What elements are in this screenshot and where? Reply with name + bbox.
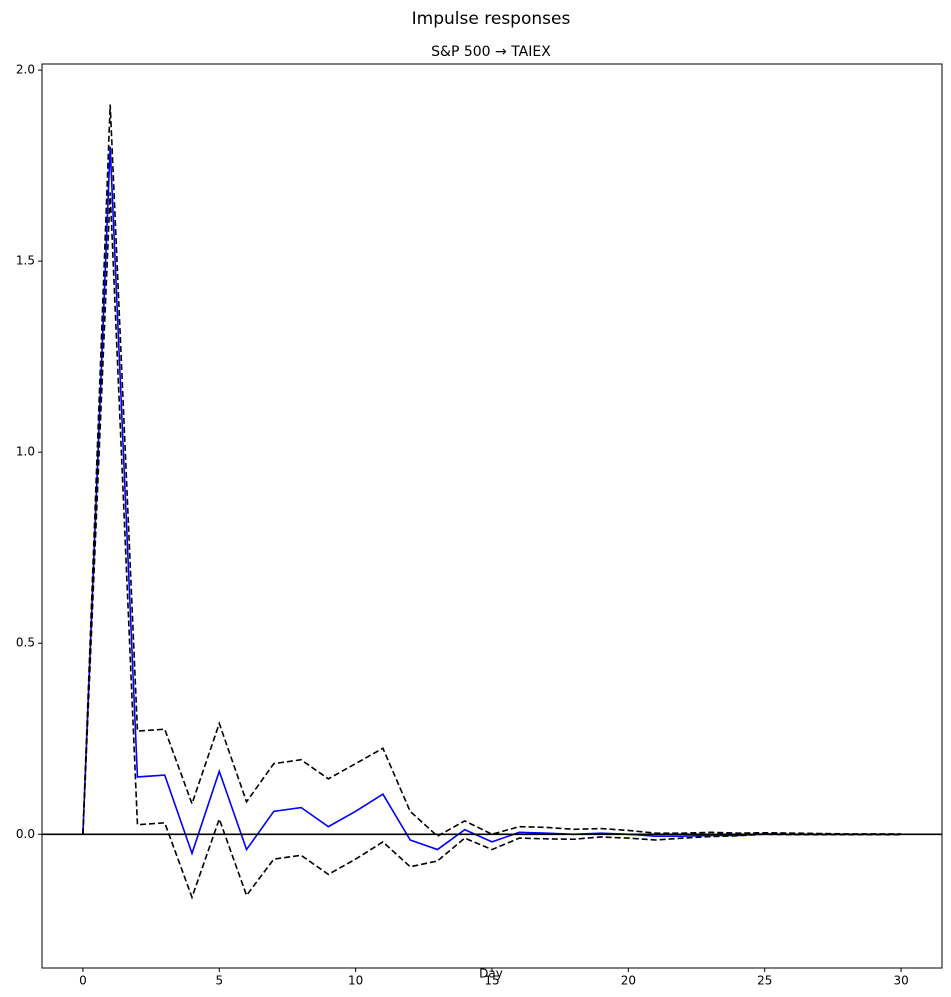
x-tick-label: 30 (893, 974, 908, 988)
x-tick-label: 10 (348, 974, 363, 988)
y-tick-label: 0.5 (16, 636, 35, 650)
series-line (82, 146, 902, 856)
y-tick-label: 0.0 (16, 827, 35, 841)
y-tick-label: 2.0 (16, 63, 35, 77)
chart-subtitle: S&P 500 → TAIEX (431, 44, 551, 60)
y-tick-label: 1.0 (16, 445, 35, 459)
axes-frame (41, 63, 943, 969)
x-tick-label: 25 (757, 974, 772, 988)
series-line (82, 192, 902, 900)
x-tick-label: 20 (621, 974, 636, 988)
x-axis-label: Day (479, 967, 503, 981)
y-tick-label: 1.5 (16, 254, 35, 268)
x-tick-label: 5 (215, 974, 223, 988)
series-line (82, 104, 902, 838)
x-tick-label: 0 (79, 974, 87, 988)
chart-title: Impulse responses (412, 9, 571, 29)
x-tick-label: 15 (484, 974, 499, 988)
